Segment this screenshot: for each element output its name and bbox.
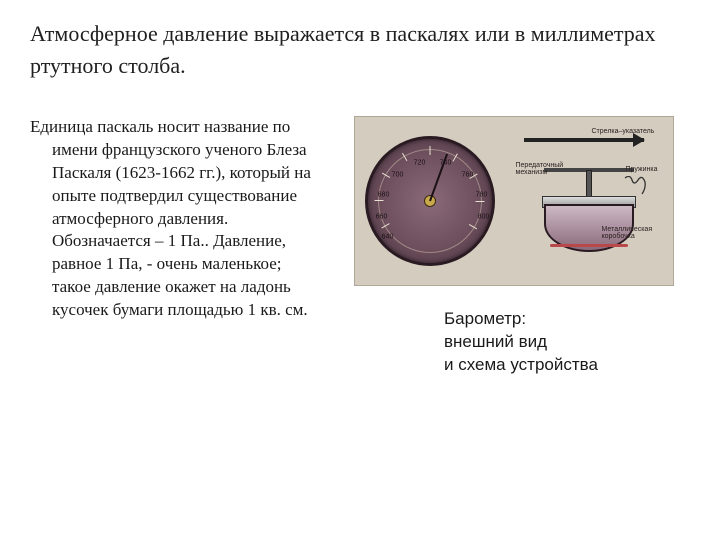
barometer-dial: 640 660 680 700 720 740 760 780 800 [365, 136, 495, 266]
slide-title: Атмосферное давление выражается в паскал… [30, 18, 690, 82]
slide: Атмосферное давление выражается в паскал… [0, 0, 720, 540]
caption-line: и схема устройства [444, 354, 598, 377]
schematic-label-spring: Пружинка [626, 166, 658, 173]
dial-number: 760 [462, 171, 474, 178]
schematic-stem [586, 170, 592, 198]
dial-number: 640 [382, 233, 394, 240]
dial-number: 780 [476, 191, 488, 198]
barometer-figure: 640 660 680 700 720 740 760 780 800 Стре… [354, 116, 674, 286]
right-column: 640 660 680 700 720 740 760 780 800 Стре… [344, 116, 690, 377]
dial-tick [475, 201, 484, 202]
dial-number: 680 [378, 191, 390, 198]
barometer-schematic: Стрелка–указатель Передаточный механизм … [514, 126, 664, 276]
dial-number: 740 [440, 159, 452, 166]
dial-number: 720 [414, 159, 426, 166]
left-column: Единица паскаль носит название по имени … [30, 116, 320, 377]
content-row: Единица паскаль носит название по имени … [30, 116, 690, 377]
dial-tick [429, 146, 430, 155]
dial-number: 660 [376, 213, 388, 220]
body-paragraph: Единица паскаль носит название по имени … [30, 116, 320, 322]
caption-line: Барометр: [444, 308, 598, 331]
schematic-label-arrow: Стрелка–указатель [592, 128, 655, 135]
schematic-label-mechanism: Передаточный механизм [516, 162, 572, 177]
schematic-pointer-arrow [524, 138, 644, 142]
schematic-spring [624, 176, 646, 196]
caption-line: внешний вид [444, 331, 598, 354]
dial-tick [374, 200, 383, 201]
figure-caption: Барометр: внешний вид и схема устройства [444, 308, 598, 377]
dial-number: 700 [392, 171, 404, 178]
dial-number: 800 [478, 213, 490, 220]
schematic-label-box: Металлическая коробочка [602, 226, 662, 241]
